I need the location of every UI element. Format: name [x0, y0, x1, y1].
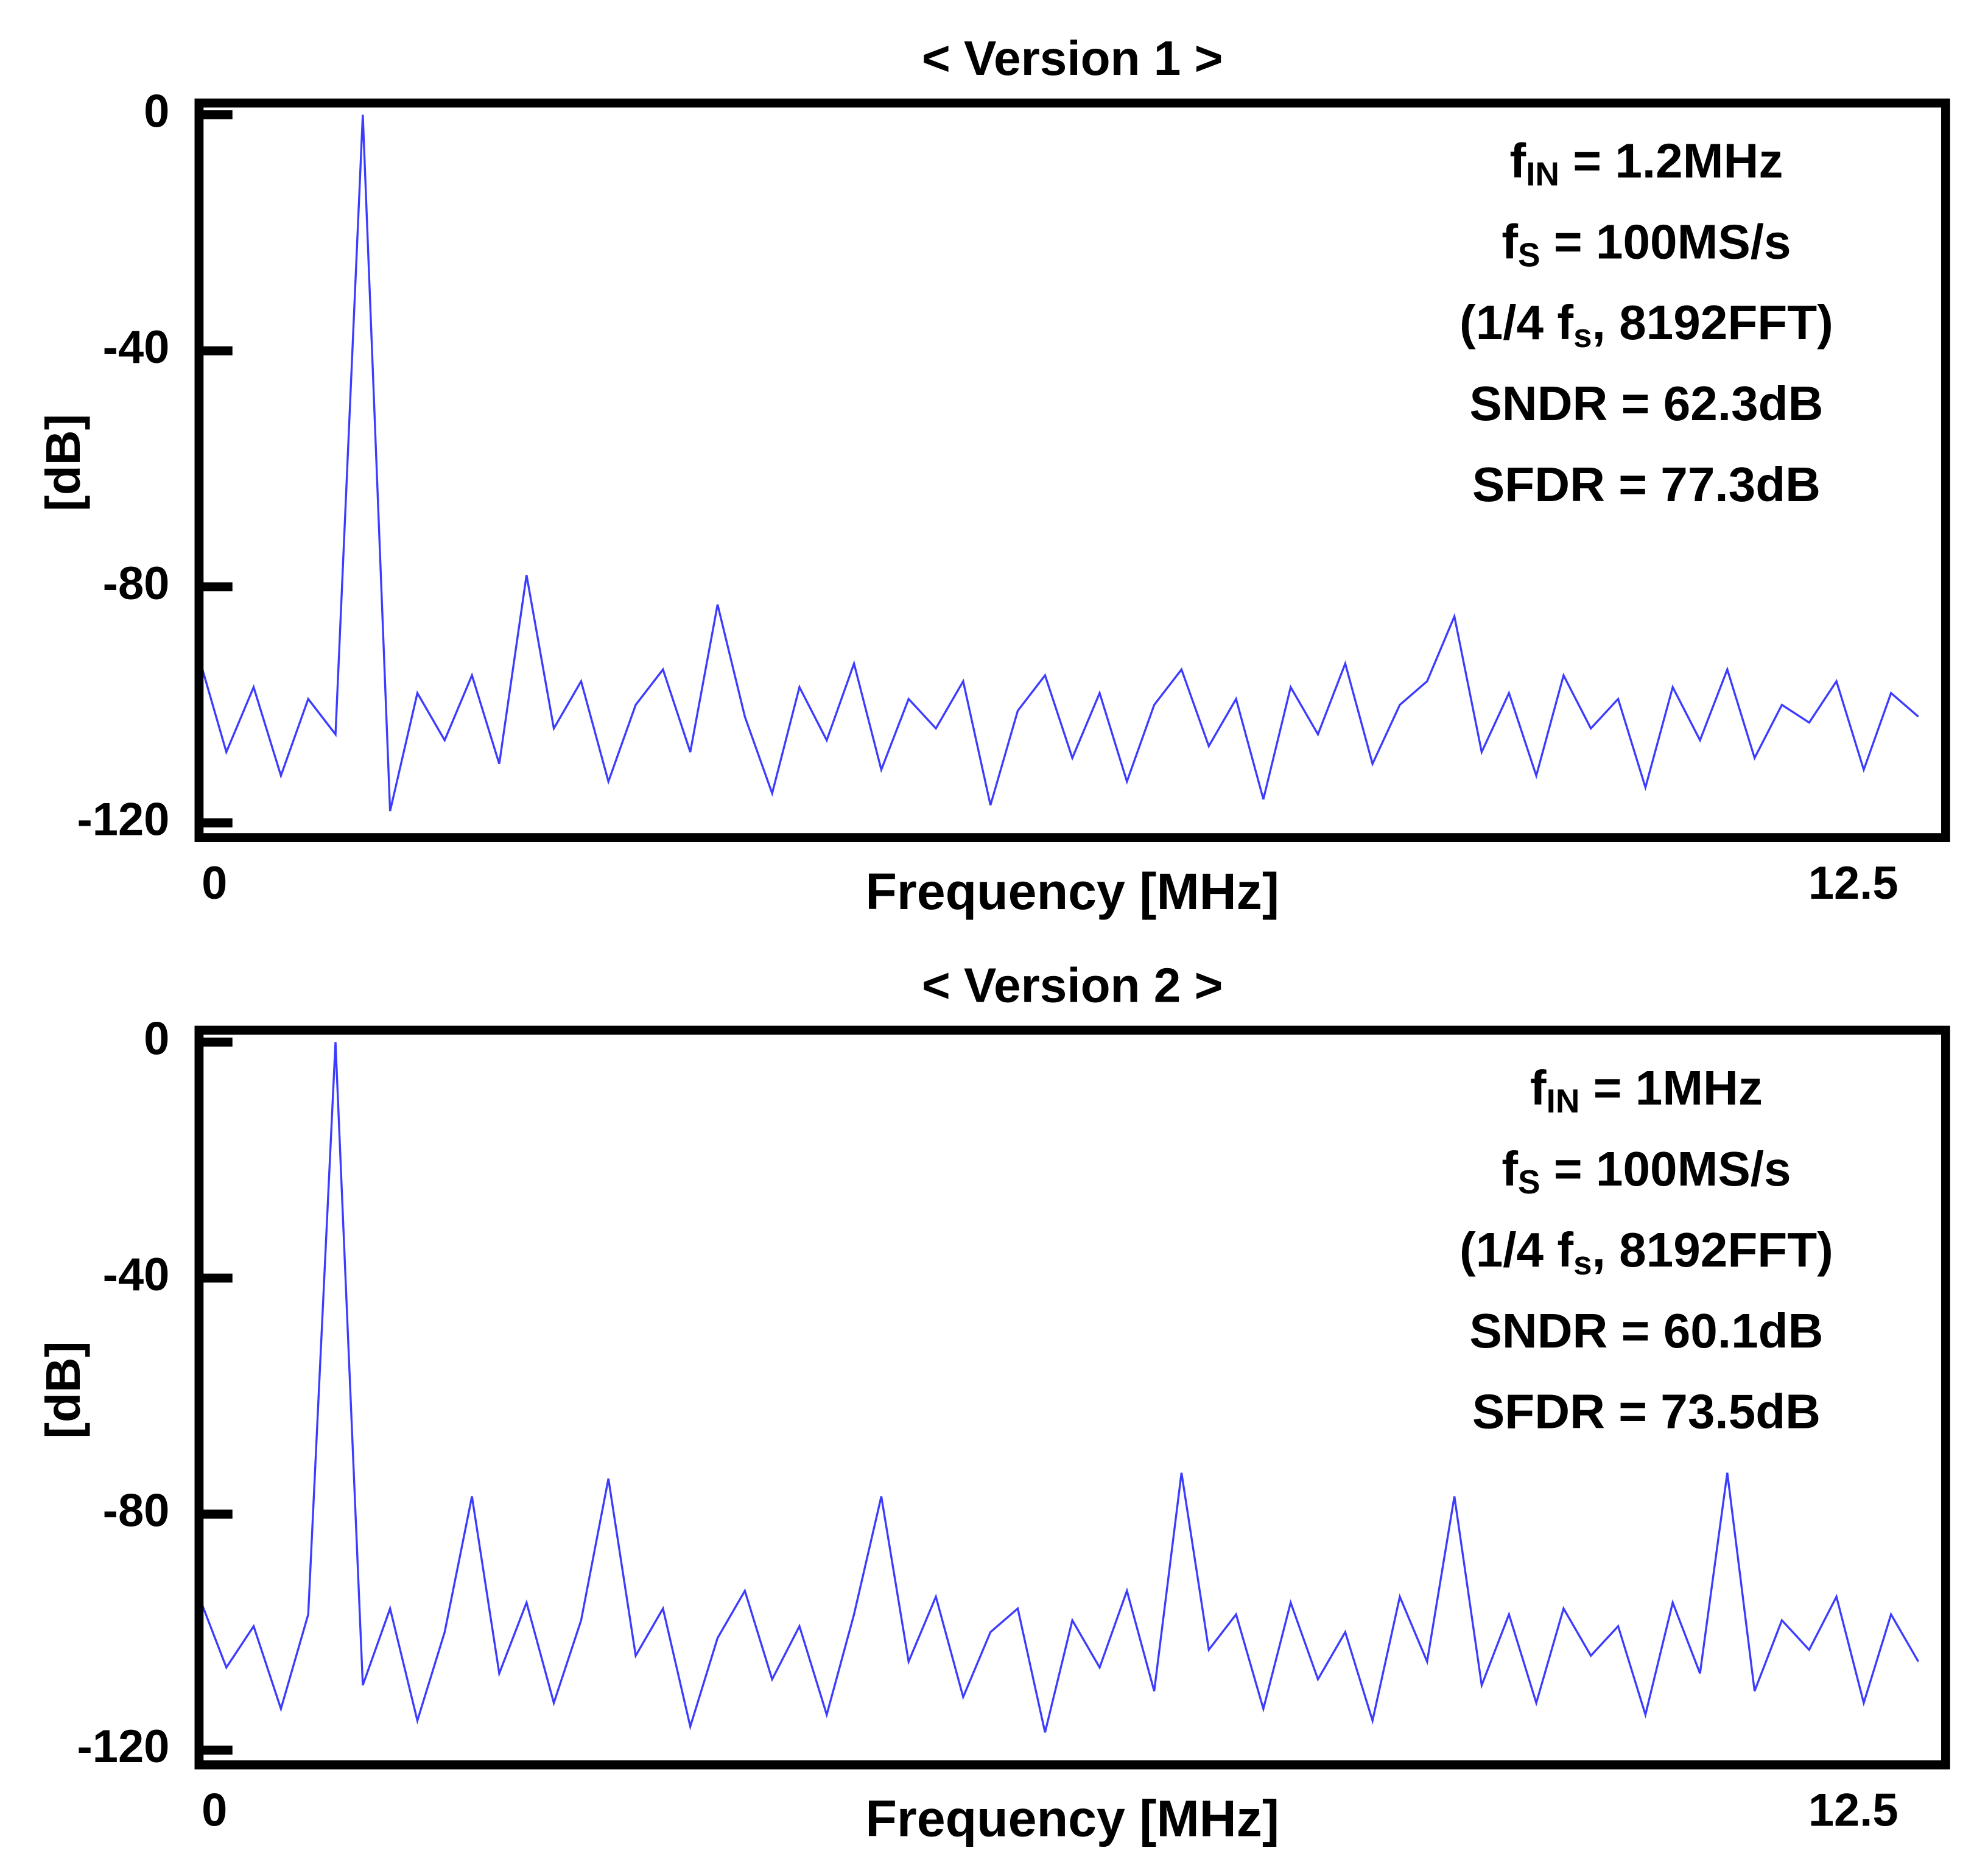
x-tick-label: 12.5 — [1808, 857, 1898, 909]
annotation-part: , 8192FFT) — [1592, 295, 1833, 350]
annotation-part: = 100MS/s — [1540, 214, 1791, 269]
plot-frame — [194, 1025, 1950, 1769]
annotation: fIN = 1MHz — [1530, 1060, 1763, 1120]
chart-title: < Version 2 > — [922, 958, 1223, 1013]
annotation-part: , 8192FFT) — [1592, 1222, 1833, 1277]
x-tick-label: 0 — [202, 857, 227, 909]
annotation-part: = 1.2MHz — [1559, 133, 1783, 188]
annotation-part: f — [1510, 133, 1526, 188]
annotation-part: IN — [1547, 1082, 1580, 1120]
annotation: (1/4 fs, 8192FFT) — [1459, 1222, 1833, 1282]
annotation-part: IN — [1526, 155, 1559, 192]
y-axis-label: [dB] — [35, 1341, 90, 1438]
annotation-part: f — [1502, 214, 1518, 269]
plot-frame — [194, 98, 1950, 842]
annotation: SNDR = 60.1dB — [1469, 1303, 1823, 1358]
y-tick-label: 0 — [144, 1013, 169, 1064]
annotation-part: SNDR = 60.1dB — [1469, 1303, 1823, 1358]
y-tick-label: -80 — [103, 558, 170, 610]
y-tick-label: -120 — [77, 1721, 169, 1773]
annotation-part: f — [1502, 1141, 1518, 1196]
annotation-part: f — [1530, 1060, 1547, 1115]
annotation-part: = 1MHz — [1579, 1060, 1763, 1115]
annotation-part: (1/4 f — [1459, 295, 1573, 350]
annotation: fIN = 1.2MHz — [1510, 133, 1783, 193]
x-axis-label: Frequency [MHz] — [865, 863, 1279, 920]
y-tick-label: -40 — [103, 322, 170, 373]
annotation-part: SNDR = 62.3dB — [1469, 376, 1823, 430]
annotation-part: = 100MS/s — [1540, 1141, 1791, 1196]
annotation: SFDR = 73.5dB — [1472, 1384, 1821, 1439]
chart-title: < Version 1 > — [922, 30, 1223, 85]
spectrum-line — [198, 1042, 1920, 1733]
annotation: SNDR = 62.3dB — [1469, 376, 1823, 430]
y-tick-label: -40 — [103, 1249, 170, 1301]
annotation-part: s — [1573, 1244, 1592, 1282]
annotation-part: (1/4 f — [1459, 1222, 1573, 1277]
x-tick-label: 0 — [202, 1785, 227, 1836]
x-axis-label: Frequency [MHz] — [865, 1790, 1279, 1847]
annotation: (1/4 fs, 8192FFT) — [1459, 295, 1833, 354]
annotation-part: S — [1518, 1163, 1540, 1201]
annotation-part: SFDR = 77.3dB — [1472, 457, 1821, 511]
y-tick-label: -80 — [103, 1485, 170, 1537]
annotation-part: S — [1518, 236, 1540, 273]
y-tick-label: -120 — [77, 793, 169, 845]
annotation-part: s — [1573, 317, 1592, 354]
annotation-part: SFDR = 73.5dB — [1472, 1384, 1821, 1439]
annotation: fS = 100MS/s — [1502, 1141, 1791, 1201]
annotation: fS = 100MS/s — [1502, 214, 1791, 273]
y-tick-label: 0 — [144, 86, 169, 138]
y-axis-label: [dB] — [35, 414, 90, 511]
x-tick-label: 12.5 — [1808, 1785, 1898, 1836]
spectrum-line — [198, 114, 1919, 812]
annotation: SFDR = 77.3dB — [1472, 457, 1821, 511]
